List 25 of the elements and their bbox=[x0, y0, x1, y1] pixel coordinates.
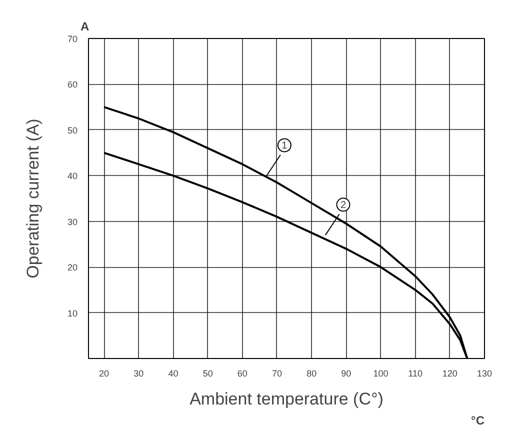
x-tick-label: 20 bbox=[99, 368, 110, 378]
y-tick-label: 40 bbox=[67, 171, 78, 182]
annotation: 2 bbox=[340, 200, 346, 212]
x-tick-label: 50 bbox=[202, 368, 213, 378]
y-tick-label: 10 bbox=[67, 308, 78, 318]
y-tick-label: 50 bbox=[67, 125, 78, 136]
y-tick-label: 20 bbox=[67, 262, 78, 273]
y-axis-title: Operating current (A) bbox=[23, 118, 42, 278]
x-tick-label: 120 bbox=[442, 368, 458, 378]
y-tick-label: 70 bbox=[67, 34, 78, 44]
x-tick-label: 90 bbox=[341, 368, 352, 378]
x-tick-label: 110 bbox=[408, 368, 423, 378]
x-tick-label: 60 bbox=[237, 368, 248, 378]
x-tick-label: 40 bbox=[168, 368, 178, 378]
x-axis-title: Ambient temperature (C°) bbox=[190, 390, 384, 408]
y-tick-label: 30 bbox=[67, 216, 78, 227]
annotation: 1 bbox=[282, 140, 288, 152]
x-tick-label: 70 bbox=[272, 368, 282, 378]
x-tick-label: 130 bbox=[476, 368, 492, 378]
text: A bbox=[80, 20, 90, 34]
y-tick-label: 60 bbox=[67, 80, 78, 90]
x-tick-label: 100 bbox=[373, 368, 388, 378]
text: °C bbox=[471, 414, 485, 427]
x-tick-label: 80 bbox=[306, 368, 317, 378]
x-tick-label: 30 bbox=[134, 368, 144, 378]
